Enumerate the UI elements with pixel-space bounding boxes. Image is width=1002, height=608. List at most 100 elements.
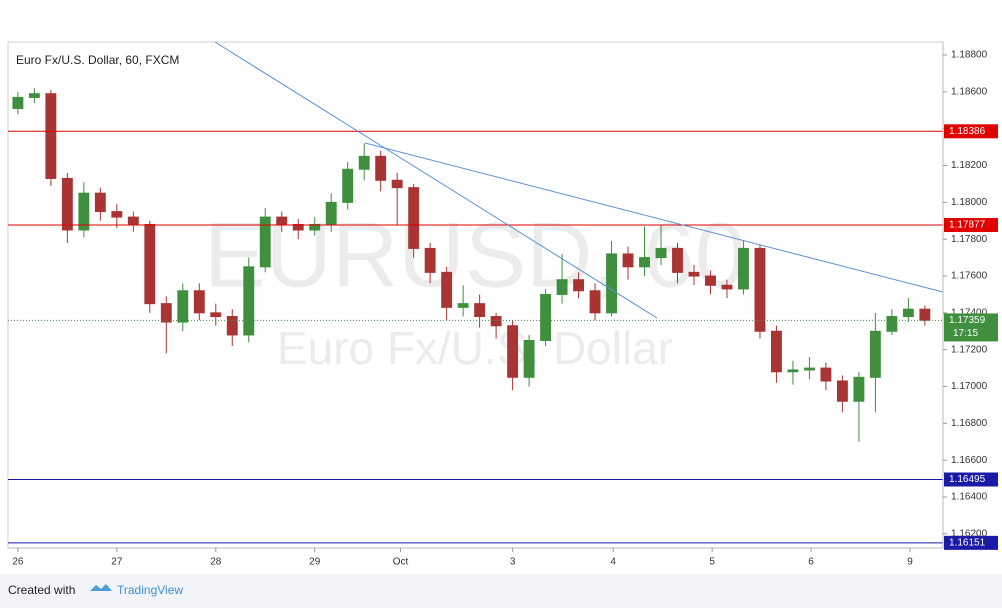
x-tick-label: 29 <box>309 557 321 568</box>
level-label-bg <box>944 124 998 139</box>
y-tick-label: 1.17000 <box>951 381 988 392</box>
plot <box>8 88 943 544</box>
y-tick-label: 1.16400 <box>951 492 988 503</box>
candle-body <box>243 266 255 336</box>
y-tick-label: 1.17600 <box>951 271 988 282</box>
level-label: 1.16151 <box>949 537 986 548</box>
candle-body <box>292 223 304 231</box>
candle-body <box>78 192 90 231</box>
candle-body <box>820 367 832 382</box>
y-tick-label: 1.16600 <box>951 455 988 466</box>
x-tick-label: 6 <box>808 557 814 568</box>
candle-body <box>540 293 552 341</box>
y-tick-label: 1.17200 <box>951 344 988 355</box>
candle-body <box>193 290 205 314</box>
candle-body <box>127 216 139 225</box>
candle-body <box>441 271 453 308</box>
candle-body <box>375 155 387 181</box>
candle-body <box>457 303 469 308</box>
level-label: 1.18386 <box>949 126 986 137</box>
candle-body <box>177 290 189 323</box>
level-label-bg <box>944 535 998 550</box>
candle-body <box>688 271 700 277</box>
x-tick-label: Oct <box>393 557 409 568</box>
candle-body <box>507 325 519 378</box>
candle-body <box>94 192 106 213</box>
candle-body <box>787 369 799 373</box>
candle-body <box>210 312 222 318</box>
candle-body <box>424 247 436 273</box>
candle-body <box>408 187 420 249</box>
candle-body <box>474 303 486 318</box>
candle-body <box>655 247 667 259</box>
y-tick-label: 1.17400 <box>951 308 988 319</box>
candle-body <box>12 96 24 109</box>
candle-body <box>391 179 403 189</box>
candle-body <box>622 253 634 268</box>
x-tick-label: 3 <box>510 557 516 568</box>
candle-body <box>738 247 749 290</box>
candle-body <box>803 367 815 371</box>
trend-line <box>364 142 944 293</box>
candle-body <box>358 155 370 170</box>
candle-body <box>144 223 156 305</box>
candle-body <box>869 330 881 378</box>
last-price-label: 1.17359 <box>949 315 986 326</box>
candle-body <box>606 253 617 314</box>
candle-body <box>573 279 585 292</box>
footer-brand[interactable]: TradingView <box>117 583 183 597</box>
level-label-bg <box>944 472 998 487</box>
candle-body <box>705 275 716 286</box>
candle-body <box>754 247 766 332</box>
level-label: 1.16495 <box>949 474 986 485</box>
footer-text: Created with <box>8 583 75 597</box>
candle-body <box>61 177 73 231</box>
level-label-bg <box>944 218 998 233</box>
watermark-subtitle: Euro Fx/U.S. Dollar <box>277 322 673 374</box>
candle-body <box>276 216 288 225</box>
candle-body <box>259 216 271 268</box>
x-tick-label: 4 <box>610 557 616 568</box>
candle-body <box>836 380 848 402</box>
y-tick-label: 1.17800 <box>951 234 988 245</box>
y-tick-label: 1.18800 <box>951 50 988 61</box>
last-price-label-bg <box>944 313 998 342</box>
candle-body <box>226 316 238 336</box>
y-tick-label: 1.16200 <box>951 528 988 539</box>
chart-title: Euro Fx/U.S. Dollar, 60, FXCM <box>16 53 179 67</box>
countdown: 17:15 <box>953 328 978 339</box>
y-tick-label: 1.18200 <box>951 160 988 171</box>
candle-body <box>886 316 898 332</box>
y-tick-label: 1.18600 <box>951 87 988 98</box>
y-tick-label: 1.18000 <box>951 197 988 208</box>
x-tick-label: 5 <box>709 557 715 568</box>
footer <box>0 574 1002 608</box>
x-tick-label: 9 <box>907 557 913 568</box>
candle-body <box>111 211 123 218</box>
candle-body <box>721 284 733 290</box>
candle-body <box>309 223 321 231</box>
x-tick-label: 28 <box>210 557 222 568</box>
candle-body <box>490 316 502 327</box>
candle-body <box>523 339 535 378</box>
candle-body <box>28 93 40 98</box>
candle-body <box>672 247 683 273</box>
candle-body <box>919 308 931 321</box>
candle-body <box>902 308 914 318</box>
candle-body <box>45 93 57 179</box>
x-tick-label: 27 <box>111 557 123 568</box>
candle-body <box>556 279 568 295</box>
trend-line <box>214 41 658 319</box>
candle-body <box>853 376 865 402</box>
y-tick-label: 1.16800 <box>951 418 988 429</box>
candle-body <box>342 168 354 203</box>
x-tick-label: 26 <box>12 557 24 568</box>
brand-logo <box>90 584 112 591</box>
level-label: 1.17877 <box>949 220 986 231</box>
candle-body <box>160 303 172 323</box>
candle-body <box>639 257 650 268</box>
candle-body <box>325 201 337 225</box>
candle-body <box>589 290 601 314</box>
candle-body <box>771 330 782 373</box>
